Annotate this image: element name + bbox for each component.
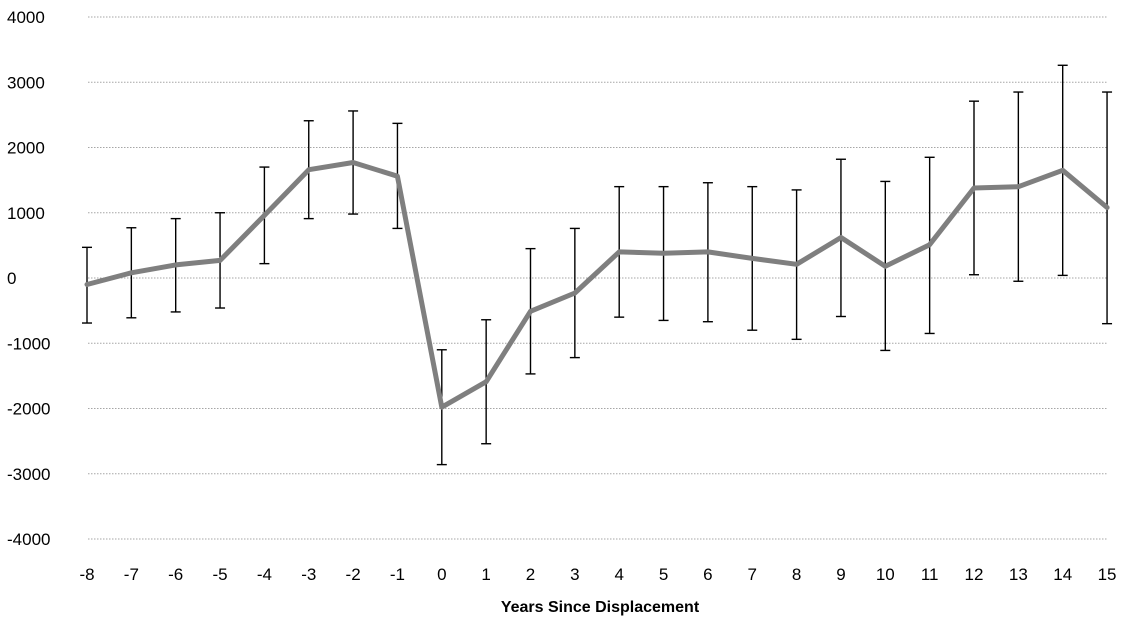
y-tick-label: -1000: [7, 334, 50, 353]
x-tick-label: -5: [212, 565, 227, 584]
x-tick-label: 5: [659, 565, 668, 584]
x-tick-label: 0: [437, 565, 446, 584]
x-tick-label: 9: [836, 565, 845, 584]
x-tick-label: -8: [79, 565, 94, 584]
x-tick-label: 3: [570, 565, 579, 584]
x-tick-label: -3: [301, 565, 316, 584]
x-tick-label: 12: [965, 565, 984, 584]
x-tick-label: 11: [921, 565, 939, 584]
x-tick-label: 4: [614, 565, 623, 584]
error-bars: [82, 64, 1113, 466]
y-axis-tick-labels: 4000 3000 2000 1000 0 -1000 -2000 -3000 -4000: [7, 8, 50, 549]
y-tick-label: 4000: [7, 8, 45, 27]
x-tick-label: 13: [1009, 565, 1028, 584]
x-tick-label: 14: [1053, 565, 1072, 584]
y-tick-label: -2000: [7, 400, 50, 419]
x-axis-tick-labels: -8 -7 -6 -5 -4 -3 -2 -1 0 1 2 3 4 5 6 7 8 9 10 11 12 13 14 15: [79, 565, 1116, 584]
x-tick-label: 7: [748, 565, 757, 584]
x-tick-label: -7: [124, 565, 139, 584]
y-tick-label: 0: [7, 269, 16, 288]
series-lines: [84, 160, 1110, 410]
y-tick-label: 2000: [7, 139, 45, 158]
x-axis-title: Years Since Displacement: [501, 599, 700, 616]
x-tick-label: 10: [876, 565, 895, 584]
x-tick-label: -4: [257, 565, 272, 584]
x-tick-label: 6: [703, 565, 712, 584]
y-tick-label: -3000: [7, 465, 50, 484]
x-tick-label: -6: [168, 565, 183, 584]
x-tick-label: 2: [526, 565, 535, 584]
series-line: [84, 160, 1110, 410]
y-tick-label: 3000: [7, 73, 45, 92]
gridlines: [88, 16, 1108, 540]
x-tick-label: -1: [390, 565, 405, 584]
x-tick-label: -2: [346, 565, 361, 584]
x-tick-label: 8: [792, 565, 801, 584]
x-tick-label: 1: [481, 565, 490, 584]
x-tick-label: 15: [1098, 565, 1117, 584]
y-tick-label: 1000: [7, 204, 45, 223]
y-tick-label: -4000: [7, 530, 50, 549]
